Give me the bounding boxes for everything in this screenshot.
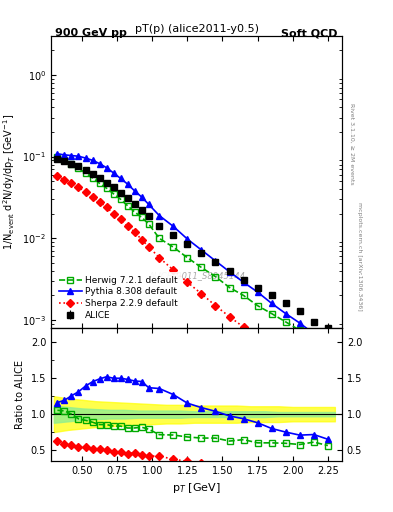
Sherpa 2.2.9 default	[83, 189, 88, 195]
Herwig 7.2.1 default	[269, 311, 274, 317]
Pythia 8.308 default	[227, 269, 232, 275]
Pythia 8.308 default	[325, 340, 330, 346]
Text: mcplots.cern.ch [arXiv:1306.3436]: mcplots.cern.ch [arXiv:1306.3436]	[357, 202, 362, 310]
Pythia 8.308 default	[312, 331, 316, 337]
Sherpa 2.2.9 default	[62, 177, 67, 183]
Sherpa 2.2.9 default	[90, 194, 95, 200]
Pythia 8.308 default	[62, 152, 67, 158]
Pythia 8.308 default	[157, 212, 162, 219]
Sherpa 2.2.9 default	[69, 180, 74, 186]
Line: Pythia 8.308 default: Pythia 8.308 default	[55, 151, 331, 346]
Sherpa 2.2.9 default	[255, 335, 260, 342]
Herwig 7.2.1 default	[283, 319, 288, 325]
Text: Soft QCD: Soft QCD	[281, 28, 338, 38]
Herwig 7.2.1 default	[104, 185, 109, 191]
Herwig 7.2.1 default	[213, 273, 218, 280]
X-axis label: p$_T$ [GeV]: p$_T$ [GeV]	[172, 481, 221, 495]
Sherpa 2.2.9 default	[283, 355, 288, 361]
Sherpa 2.2.9 default	[298, 365, 302, 371]
Sherpa 2.2.9 default	[312, 376, 316, 382]
Sherpa 2.2.9 default	[55, 173, 60, 179]
Pythia 8.308 default	[283, 311, 288, 317]
Sherpa 2.2.9 default	[199, 291, 204, 297]
Herwig 7.2.1 default	[185, 254, 190, 261]
Sherpa 2.2.9 default	[111, 210, 116, 217]
Herwig 7.2.1 default	[199, 264, 204, 270]
Sherpa 2.2.9 default	[185, 279, 190, 285]
Text: 900 GeV pp: 900 GeV pp	[55, 28, 127, 38]
Sherpa 2.2.9 default	[104, 204, 109, 210]
Title: pT(p) (alice2011-y0.5): pT(p) (alice2011-y0.5)	[134, 24, 259, 34]
Herwig 7.2.1 default	[69, 161, 74, 167]
Herwig 7.2.1 default	[55, 154, 60, 160]
Sherpa 2.2.9 default	[213, 303, 218, 309]
Y-axis label: 1/N$_{\mathrm{event}}$ d$^2$N/dy/dp$_T$ [GeV$^{-1}$]: 1/N$_{\mathrm{event}}$ d$^2$N/dy/dp$_T$ …	[1, 114, 17, 250]
Sherpa 2.2.9 default	[132, 229, 137, 235]
Pythia 8.308 default	[55, 151, 60, 157]
Herwig 7.2.1 default	[298, 327, 302, 333]
Pythia 8.308 default	[140, 194, 144, 200]
Pythia 8.308 default	[69, 153, 74, 159]
Sherpa 2.2.9 default	[241, 324, 246, 330]
Herwig 7.2.1 default	[111, 191, 116, 197]
Sherpa 2.2.9 default	[118, 217, 123, 223]
Pythia 8.308 default	[269, 301, 274, 307]
Pythia 8.308 default	[185, 236, 190, 242]
Herwig 7.2.1 default	[62, 157, 67, 163]
Pythia 8.308 default	[171, 223, 176, 229]
Herwig 7.2.1 default	[157, 235, 162, 241]
Pythia 8.308 default	[241, 279, 246, 285]
Sherpa 2.2.9 default	[97, 199, 102, 205]
Herwig 7.2.1 default	[132, 209, 137, 215]
Herwig 7.2.1 default	[255, 303, 260, 309]
Herwig 7.2.1 default	[312, 336, 316, 343]
Pythia 8.308 default	[199, 247, 204, 253]
Sherpa 2.2.9 default	[325, 387, 330, 393]
Sherpa 2.2.9 default	[269, 346, 274, 352]
Pythia 8.308 default	[125, 181, 130, 187]
Herwig 7.2.1 default	[241, 292, 246, 298]
Text: Rivet 3.1.10, ≥ 2M events: Rivet 3.1.10, ≥ 2M events	[349, 102, 354, 184]
Herwig 7.2.1 default	[146, 221, 151, 227]
Pythia 8.308 default	[255, 289, 260, 295]
Sherpa 2.2.9 default	[140, 237, 144, 243]
Pythia 8.308 default	[118, 176, 123, 182]
Sherpa 2.2.9 default	[76, 184, 81, 190]
Sherpa 2.2.9 default	[146, 244, 151, 250]
Sherpa 2.2.9 default	[157, 254, 162, 261]
Herwig 7.2.1 default	[118, 196, 123, 202]
Sherpa 2.2.9 default	[227, 314, 232, 320]
Herwig 7.2.1 default	[325, 346, 330, 352]
Text: ALICE_2011_S8945144: ALICE_2011_S8945144	[148, 271, 245, 280]
Sherpa 2.2.9 default	[125, 223, 130, 229]
Y-axis label: Ratio to ALICE: Ratio to ALICE	[15, 360, 25, 429]
Pythia 8.308 default	[90, 157, 95, 163]
Herwig 7.2.1 default	[140, 215, 144, 221]
Pythia 8.308 default	[146, 201, 151, 207]
Pythia 8.308 default	[104, 165, 109, 171]
Herwig 7.2.1 default	[90, 175, 95, 181]
Legend: Herwig 7.2.1 default, Pythia 8.308 default, Sherpa 2.2.9 default, ALICE: Herwig 7.2.1 default, Pythia 8.308 defau…	[55, 272, 182, 324]
Pythia 8.308 default	[83, 155, 88, 161]
Pythia 8.308 default	[298, 320, 302, 326]
Line: Sherpa 2.2.9 default: Sherpa 2.2.9 default	[55, 173, 331, 393]
Herwig 7.2.1 default	[83, 170, 88, 176]
Pythia 8.308 default	[213, 258, 218, 264]
Sherpa 2.2.9 default	[171, 267, 176, 273]
Pythia 8.308 default	[132, 188, 137, 194]
Herwig 7.2.1 default	[171, 244, 176, 250]
Herwig 7.2.1 default	[125, 203, 130, 209]
Herwig 7.2.1 default	[227, 285, 232, 291]
Pythia 8.308 default	[111, 170, 116, 176]
Herwig 7.2.1 default	[97, 180, 102, 186]
Pythia 8.308 default	[97, 161, 102, 167]
Herwig 7.2.1 default	[76, 165, 81, 172]
Pythia 8.308 default	[76, 153, 81, 159]
Line: Herwig 7.2.1 default: Herwig 7.2.1 default	[55, 155, 331, 351]
